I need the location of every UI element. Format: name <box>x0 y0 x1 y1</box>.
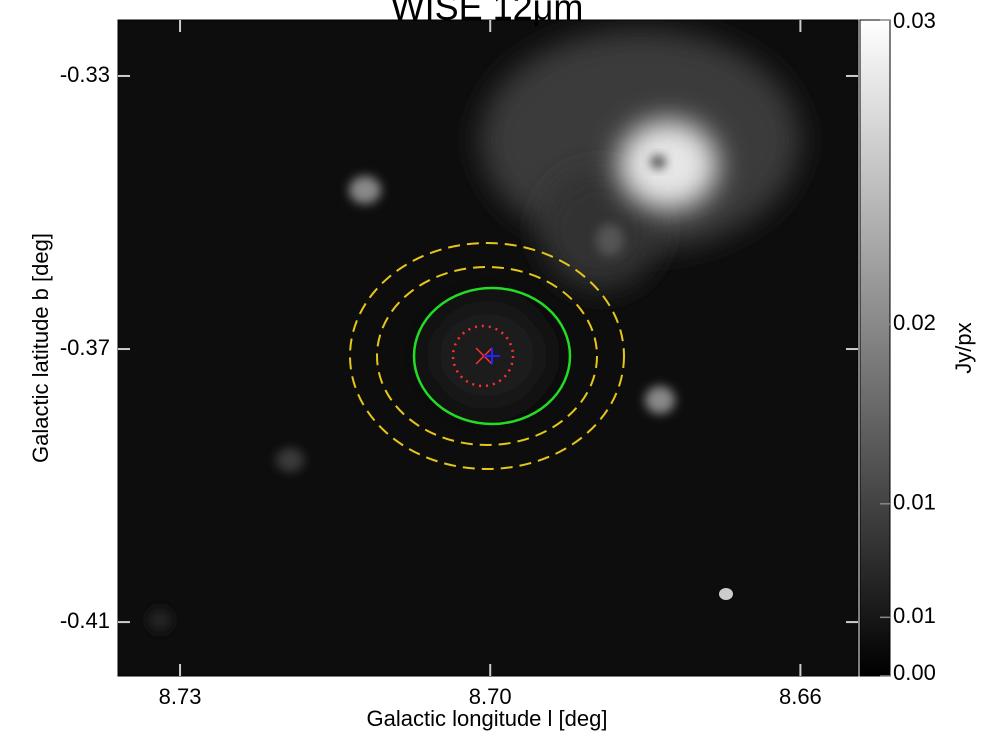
y-tick-label: -0.41 <box>60 608 110 633</box>
colorbar-tick-label: 0.03 <box>893 8 936 33</box>
y-tick-label: -0.33 <box>60 62 110 87</box>
colorbar <box>859 19 891 677</box>
colorbar-tick-label: 0.02 <box>893 310 936 335</box>
colorbar-tick-label: 0.01 <box>893 603 936 628</box>
y-axis-label: Galactic latitude b [deg] <box>28 233 53 463</box>
colorbar-label: Jy/px <box>951 322 976 373</box>
apertures <box>349 242 625 470</box>
plot-frame <box>117 19 859 677</box>
x-tick-label: 8.70 <box>469 684 512 709</box>
x-tick-label: 8.66 <box>779 684 822 709</box>
x-axis-label: Galactic longitude l [deg] <box>367 706 608 731</box>
x-tick-label: 8.73 <box>159 684 202 709</box>
colorbar-tick-label: 0.01 <box>893 490 936 515</box>
chart-title: WISE 12μm <box>391 0 584 28</box>
colorbar-tick-label: 0.00 <box>893 660 936 685</box>
sky-image <box>118 20 858 676</box>
y-tick-label: -0.37 <box>60 335 110 360</box>
